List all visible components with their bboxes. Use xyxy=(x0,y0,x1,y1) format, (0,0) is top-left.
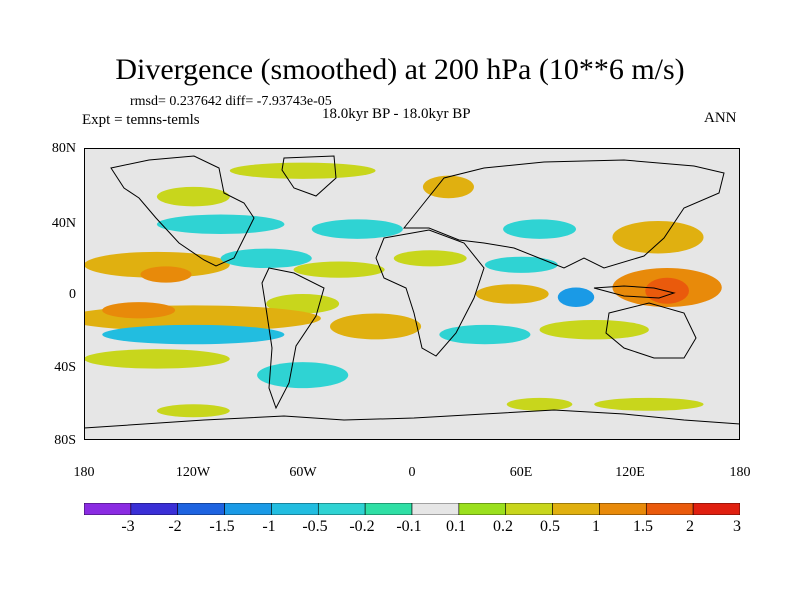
divergence-anomaly xyxy=(311,219,403,239)
colorbar-cell xyxy=(692,503,740,515)
divergence-anomaly xyxy=(439,324,531,345)
divergence-anomaly xyxy=(140,266,192,283)
colorbar-label: 1.5 xyxy=(633,518,653,535)
divergence-anomaly xyxy=(330,313,422,340)
divergence-anomaly xyxy=(84,349,230,369)
x-tick-180e: 180 xyxy=(729,465,751,480)
x-tick-120w: 120W xyxy=(175,465,211,480)
period-label: 18.0kyr BP - 18.0kyr BP xyxy=(322,106,471,122)
divergence-anomaly xyxy=(612,221,704,254)
divergence-anomaly xyxy=(422,175,474,199)
divergence-anomaly xyxy=(102,302,176,319)
coast-eurasia xyxy=(402,159,725,269)
x-tick-120e: 120E xyxy=(615,465,645,480)
colorbar-cell xyxy=(599,503,647,515)
colorbar-cell xyxy=(317,503,366,515)
colorbar-label: 0.5 xyxy=(540,518,560,535)
y-tick-40n: 40N xyxy=(51,216,76,231)
colorbar-cell xyxy=(458,503,507,515)
season-label: ANN xyxy=(704,110,737,126)
colorbar-label: 2 xyxy=(686,518,694,535)
divergence-anomaly xyxy=(156,186,230,207)
coast-antarctica xyxy=(84,409,740,429)
divergence-anomaly xyxy=(393,250,467,267)
divergence-anomaly xyxy=(539,319,649,340)
divergence-anomaly xyxy=(293,261,385,278)
colorbar-cell xyxy=(364,503,413,515)
divergence-anomaly xyxy=(84,251,230,278)
coast-australia xyxy=(605,302,697,359)
colorbar-label: 1 xyxy=(592,518,600,535)
map-plot xyxy=(84,148,740,440)
divergence-anomaly xyxy=(506,397,573,411)
colorbar-label: -2 xyxy=(168,518,182,535)
colorbar-cell xyxy=(130,503,179,515)
divergence-anomaly xyxy=(557,287,595,307)
x-tick-0: 0 xyxy=(408,465,416,480)
divergence-anomaly xyxy=(484,256,558,273)
colorbar-label: -0.2 xyxy=(349,518,375,535)
map-frame xyxy=(84,148,740,440)
colorbar-label: -3 xyxy=(121,518,135,535)
colorbar-cell xyxy=(552,503,600,515)
x-tick-60w: 60W xyxy=(289,465,317,480)
divergence-field xyxy=(84,162,722,418)
colorbar-label: -1 xyxy=(262,518,276,535)
divergence-anomaly xyxy=(475,284,549,304)
colorbar-cell xyxy=(505,503,553,515)
divergence-anomaly xyxy=(229,162,376,179)
colorbar-label: -0.1 xyxy=(396,518,422,535)
divergence-anomaly xyxy=(594,397,704,411)
colorbar-cell xyxy=(411,503,460,515)
divergence-anomaly xyxy=(156,214,285,234)
divergence-anomaly xyxy=(102,324,285,345)
colorbar xyxy=(84,503,740,515)
y-tick-80s: 80S xyxy=(54,433,76,448)
divergence-anomaly xyxy=(257,362,349,389)
colorbar-label: 0.2 xyxy=(493,518,513,535)
colorbar-label: 0.1 xyxy=(446,518,466,535)
colorbar-cell xyxy=(84,503,132,515)
y-tick-0: 0 xyxy=(69,287,76,302)
figure-title: Divergence (smoothed) at 200 hPa (10**6 … xyxy=(115,53,685,86)
coast-north-america xyxy=(110,155,255,267)
divergence-anomaly xyxy=(645,277,689,304)
stats-label: rmsd= 0.237642 diff= -7.93743e-05 xyxy=(130,94,332,109)
divergence-anomaly xyxy=(220,248,312,269)
coast-africa xyxy=(375,229,485,357)
colorbar-label: -0.5 xyxy=(302,518,328,535)
colorbar-label: 3 xyxy=(733,518,741,535)
y-tick-40s: 40S xyxy=(54,360,76,375)
coastlines xyxy=(84,155,740,429)
y-tick-80n: 80N xyxy=(51,141,76,156)
x-tick-60e: 60E xyxy=(509,465,533,480)
experiment-label: Expt = temns-temls xyxy=(82,112,200,128)
colorbar-cell xyxy=(177,503,225,515)
colorbar-cell xyxy=(224,503,272,515)
coast-south-america xyxy=(261,267,325,410)
coast-greenland xyxy=(281,155,337,197)
colorbar-label: -1.5 xyxy=(209,518,235,535)
colorbar-cell xyxy=(645,503,694,515)
divergence-anomaly xyxy=(156,404,230,418)
coast-indonesia xyxy=(593,285,676,299)
x-tick-180w: 180 xyxy=(73,465,95,480)
divergence-anomaly xyxy=(503,219,576,239)
colorbar-cell xyxy=(271,503,319,515)
